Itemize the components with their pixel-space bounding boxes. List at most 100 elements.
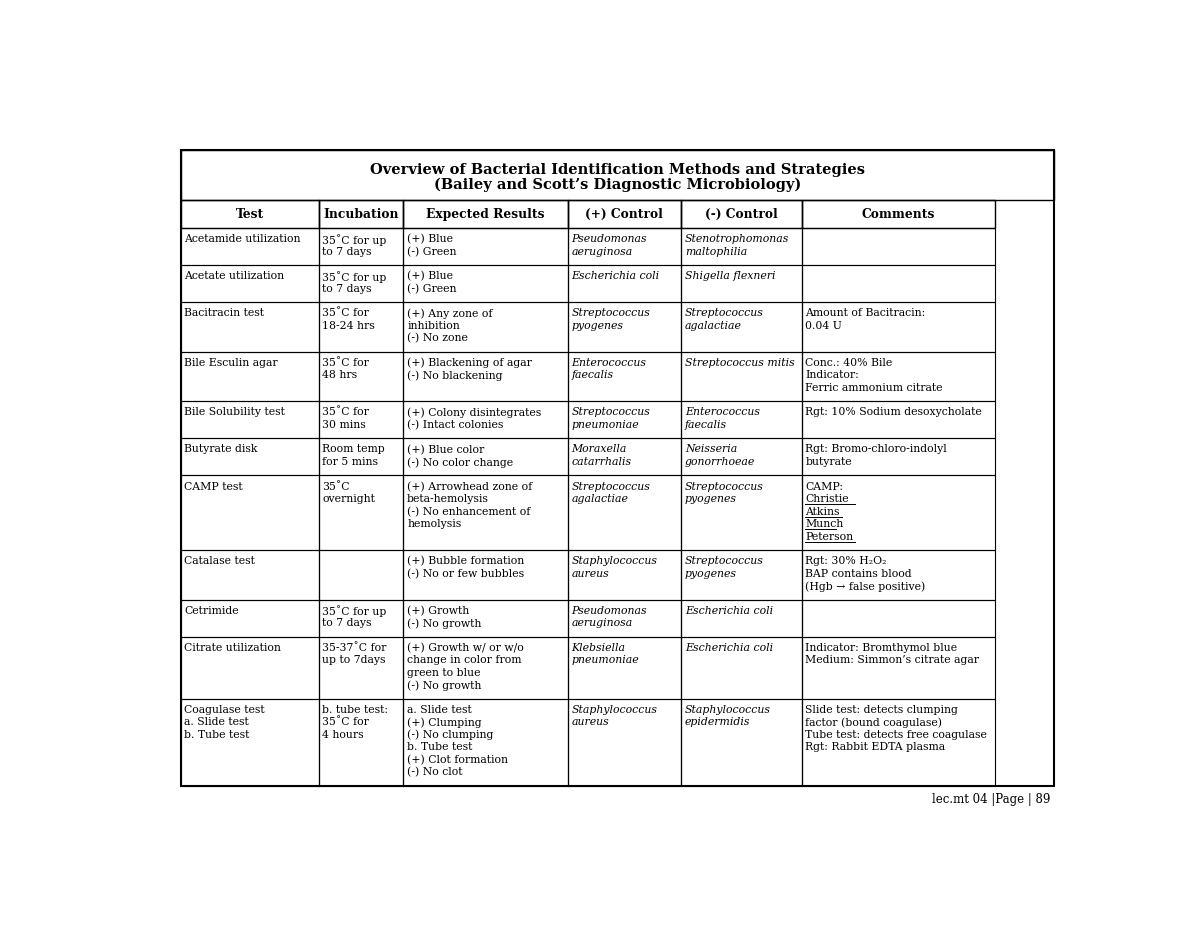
Bar — [682, 228, 802, 265]
Text: (-) No growth: (-) No growth — [407, 680, 481, 691]
Text: Neisseria: Neisseria — [685, 444, 737, 454]
Bar — [403, 637, 568, 699]
Text: Bacitracin test: Bacitracin test — [185, 309, 264, 318]
Text: Rgt: 10% Sodium desoxycholate: Rgt: 10% Sodium desoxycholate — [805, 407, 982, 417]
Text: agalactiae: agalactiae — [685, 321, 742, 331]
Text: Streptococcus: Streptococcus — [685, 481, 763, 491]
Bar — [319, 699, 403, 786]
Text: 35˚C for: 35˚C for — [323, 309, 370, 318]
Bar — [181, 438, 319, 476]
Text: 35˚C for: 35˚C for — [323, 358, 370, 368]
Bar — [802, 637, 996, 699]
Bar — [403, 600, 568, 637]
Text: Atkins: Atkins — [805, 506, 840, 516]
Bar — [682, 699, 802, 786]
Bar — [403, 550, 568, 600]
Text: 35˚C for up: 35˚C for up — [323, 272, 386, 283]
Text: Cetrimide: Cetrimide — [185, 605, 239, 616]
Text: Tube test: detects free coagulase: Tube test: detects free coagulase — [805, 730, 988, 740]
Text: (Hgb → false positive): (Hgb → false positive) — [805, 581, 925, 591]
Text: pyogenes: pyogenes — [685, 494, 737, 504]
Text: aureus: aureus — [571, 717, 610, 728]
Text: (-) Green: (-) Green — [407, 247, 456, 257]
Bar — [802, 265, 996, 302]
Text: aureus: aureus — [571, 568, 610, 578]
Text: 30 mins: 30 mins — [323, 420, 366, 430]
Bar — [319, 228, 403, 265]
Text: pneumoniae: pneumoniae — [571, 420, 638, 430]
Text: faecalis: faecalis — [685, 420, 727, 430]
Bar — [682, 200, 802, 228]
Bar — [568, 699, 682, 786]
Bar — [682, 401, 802, 438]
Bar — [403, 265, 568, 302]
Bar — [319, 265, 403, 302]
Text: faecalis: faecalis — [571, 370, 613, 380]
Text: Butyrate disk: Butyrate disk — [185, 444, 258, 454]
Text: Citrate utilization: Citrate utilization — [185, 642, 281, 653]
Bar — [568, 401, 682, 438]
Text: catarrhalis: catarrhalis — [571, 457, 631, 467]
Text: (-) No or few bubbles: (-) No or few bubbles — [407, 568, 524, 578]
Text: CAMP:: CAMP: — [805, 481, 844, 491]
Text: Pseudomonas: Pseudomonas — [571, 605, 647, 616]
Text: (+) Growth w/ or w/o: (+) Growth w/ or w/o — [407, 642, 524, 653]
Text: Incubation: Incubation — [323, 208, 398, 221]
Text: Indicator: Bromthymol blue: Indicator: Bromthymol blue — [805, 642, 958, 653]
Text: Stenotrophomonas: Stenotrophomonas — [685, 235, 790, 244]
Text: Rgt: Rabbit EDTA plasma: Rgt: Rabbit EDTA plasma — [805, 743, 946, 752]
Bar — [568, 438, 682, 476]
Text: Munch: Munch — [805, 519, 844, 529]
Text: (+) Control: (+) Control — [586, 208, 664, 221]
Text: Escherichia coli: Escherichia coli — [685, 642, 773, 653]
Text: Klebsiella: Klebsiella — [571, 642, 625, 653]
Text: 0.04 U: 0.04 U — [805, 321, 842, 331]
Text: (-) No zone: (-) No zone — [407, 334, 468, 344]
Bar — [181, 150, 1054, 786]
Text: butyrate: butyrate — [805, 457, 852, 467]
Bar — [802, 200, 996, 228]
Text: (+) Blue: (+) Blue — [407, 272, 454, 282]
Text: (+) Any zone of: (+) Any zone of — [407, 309, 492, 319]
Text: (-) No clot: (-) No clot — [407, 768, 462, 778]
Text: b. tube test:: b. tube test: — [323, 705, 389, 715]
Text: Staphylococcus: Staphylococcus — [571, 556, 658, 566]
Bar — [403, 302, 568, 351]
Bar — [403, 401, 568, 438]
Text: (-) No growth: (-) No growth — [407, 618, 481, 629]
Bar — [403, 200, 568, 228]
Text: maltophilia: maltophilia — [685, 247, 748, 257]
Bar — [181, 550, 319, 600]
Bar — [802, 600, 996, 637]
Text: Streptococcus: Streptococcus — [571, 407, 650, 417]
Text: to 7 days: to 7 days — [323, 247, 372, 257]
Text: Comments: Comments — [862, 208, 935, 221]
Text: (-) No enhancement of: (-) No enhancement of — [407, 506, 530, 517]
Bar — [568, 637, 682, 699]
Text: 35˚C for up: 35˚C for up — [323, 605, 386, 617]
Bar — [181, 476, 319, 550]
Bar — [403, 438, 568, 476]
Bar — [403, 351, 568, 401]
Bar — [568, 265, 682, 302]
Text: (+) Colony disintegrates: (+) Colony disintegrates — [407, 407, 541, 418]
Bar — [802, 699, 996, 786]
Bar — [319, 401, 403, 438]
Bar — [319, 438, 403, 476]
Text: Acetate utilization: Acetate utilization — [185, 272, 284, 281]
Text: 35˚C for: 35˚C for — [323, 407, 370, 417]
Bar — [319, 600, 403, 637]
Text: (Bailey and Scott’s Diagnostic Microbiology): (Bailey and Scott’s Diagnostic Microbiol… — [433, 177, 800, 192]
Text: change in color from: change in color from — [407, 655, 522, 666]
Text: 4 hours: 4 hours — [323, 730, 364, 740]
Text: to 7 days: to 7 days — [323, 618, 372, 629]
Text: Rgt: Bromo-chloro-indolyl: Rgt: Bromo-chloro-indolyl — [805, 444, 947, 454]
Text: hemolysis: hemolysis — [407, 519, 461, 529]
Text: pneumoniae: pneumoniae — [571, 655, 638, 666]
Bar — [568, 550, 682, 600]
Text: Ferric ammonium citrate: Ferric ammonium citrate — [805, 383, 943, 393]
Bar — [181, 637, 319, 699]
Bar — [568, 228, 682, 265]
Text: 35˚C for: 35˚C for — [323, 717, 370, 728]
Text: Enterococcus: Enterococcus — [571, 358, 647, 368]
